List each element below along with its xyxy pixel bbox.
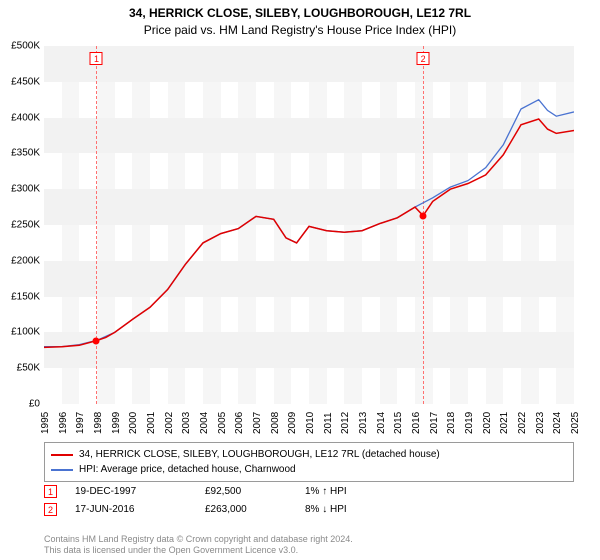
x-axis-label: 2016 — [411, 412, 422, 434]
x-axis-label: 2018 — [446, 412, 457, 434]
legend-label: HPI: Average price, detached house, Char… — [79, 464, 296, 475]
x-axis-label: 2001 — [146, 412, 157, 434]
y-axis-label: £500K — [11, 41, 40, 52]
x-axis-label: 2013 — [358, 412, 369, 434]
x-axis-label: 1996 — [58, 412, 69, 434]
y-axis-label: £300K — [11, 184, 40, 195]
x-axis-label: 2002 — [164, 412, 175, 434]
x-axis-label: 2005 — [217, 412, 228, 434]
chart-legend: 34, HERRICK CLOSE, SILEBY, LOUGHBOROUGH,… — [44, 442, 574, 482]
x-axis-label: 1999 — [111, 412, 122, 434]
footer-attribution: Contains HM Land Registry data © Crown c… — [44, 534, 353, 557]
table-row: 2 17-JUN-2016 £263,000 8% ↓ HPI — [44, 500, 405, 518]
sale-delta: 1% ↑ HPI — [305, 486, 405, 497]
sale-delta: 8% ↓ HPI — [305, 504, 405, 515]
x-axis-label: 2003 — [181, 412, 192, 434]
y-axis-label: £50K — [17, 363, 40, 374]
y-axis-label: £100K — [11, 327, 40, 338]
sales-table: 1 19-DEC-1997 £92,500 1% ↑ HPI 2 17-JUN-… — [44, 482, 405, 518]
x-axis-label: 2024 — [552, 412, 563, 434]
x-axis-label: 1995 — [40, 412, 51, 434]
x-axis-label: 2019 — [464, 412, 475, 434]
x-axis-label: 2010 — [305, 412, 316, 434]
sale-marker-icon: 2 — [417, 52, 430, 65]
x-axis-label: 1997 — [75, 412, 86, 434]
series-line — [44, 100, 574, 347]
sale-date: 17-JUN-2016 — [75, 504, 205, 515]
sale-date: 19-DEC-1997 — [75, 486, 205, 497]
legend-label: 34, HERRICK CLOSE, SILEBY, LOUGHBOROUGH,… — [79, 449, 440, 460]
x-axis-label: 2021 — [499, 412, 510, 434]
chart-subtitle: Price paid vs. HM Land Registry's House … — [0, 20, 600, 41]
series-line — [44, 119, 574, 347]
x-axis-label: 2023 — [535, 412, 546, 434]
sale-point-icon — [420, 212, 427, 219]
x-axis-label: 2011 — [323, 412, 334, 434]
sale-marker-icon: 1 — [44, 485, 57, 498]
x-axis-label: 2020 — [482, 412, 493, 434]
x-axis-label: 2025 — [570, 412, 581, 434]
x-axis-label: 2006 — [234, 412, 245, 434]
sale-marker-icon: 1 — [90, 52, 103, 65]
sale-marker-icon: 2 — [44, 503, 57, 516]
x-axis-label: 2022 — [517, 412, 528, 434]
x-axis-label: 2015 — [393, 412, 404, 434]
chart-title: 34, HERRICK CLOSE, SILEBY, LOUGHBOROUGH,… — [0, 0, 600, 20]
sale-price: £92,500 — [205, 486, 305, 497]
x-axis-label: 2012 — [340, 412, 351, 434]
y-axis-label: £200K — [11, 255, 40, 266]
y-axis-label: £0 — [29, 399, 40, 410]
footer-line: This data is licensed under the Open Gov… — [44, 545, 353, 556]
x-axis-label: 1998 — [93, 412, 104, 434]
x-axis-label: 2008 — [270, 412, 281, 434]
chart-plot-area: £0£50K£100K£150K£200K£250K£300K£350K£400… — [44, 46, 574, 404]
table-row: 1 19-DEC-1997 £92,500 1% ↑ HPI — [44, 482, 405, 500]
footer-line: Contains HM Land Registry data © Crown c… — [44, 534, 353, 545]
x-axis-label: 2007 — [252, 412, 263, 434]
legend-swatch — [51, 454, 73, 456]
sale-point-icon — [93, 337, 100, 344]
y-axis-label: £450K — [11, 76, 40, 87]
legend-item: 34, HERRICK CLOSE, SILEBY, LOUGHBOROUGH,… — [51, 447, 567, 462]
x-axis-label: 2009 — [287, 412, 298, 434]
x-axis-label: 2004 — [199, 412, 210, 434]
legend-item: HPI: Average price, detached house, Char… — [51, 462, 567, 477]
x-axis-label: 2000 — [128, 412, 139, 434]
sale-price: £263,000 — [205, 504, 305, 515]
x-axis-label: 2014 — [376, 412, 387, 434]
legend-swatch — [51, 469, 73, 471]
y-axis-label: £350K — [11, 148, 40, 159]
y-axis-label: £400K — [11, 112, 40, 123]
x-axis-label: 2017 — [429, 412, 440, 434]
y-axis-label: £150K — [11, 291, 40, 302]
y-axis-label: £250K — [11, 220, 40, 231]
chart-svg — [44, 46, 574, 404]
